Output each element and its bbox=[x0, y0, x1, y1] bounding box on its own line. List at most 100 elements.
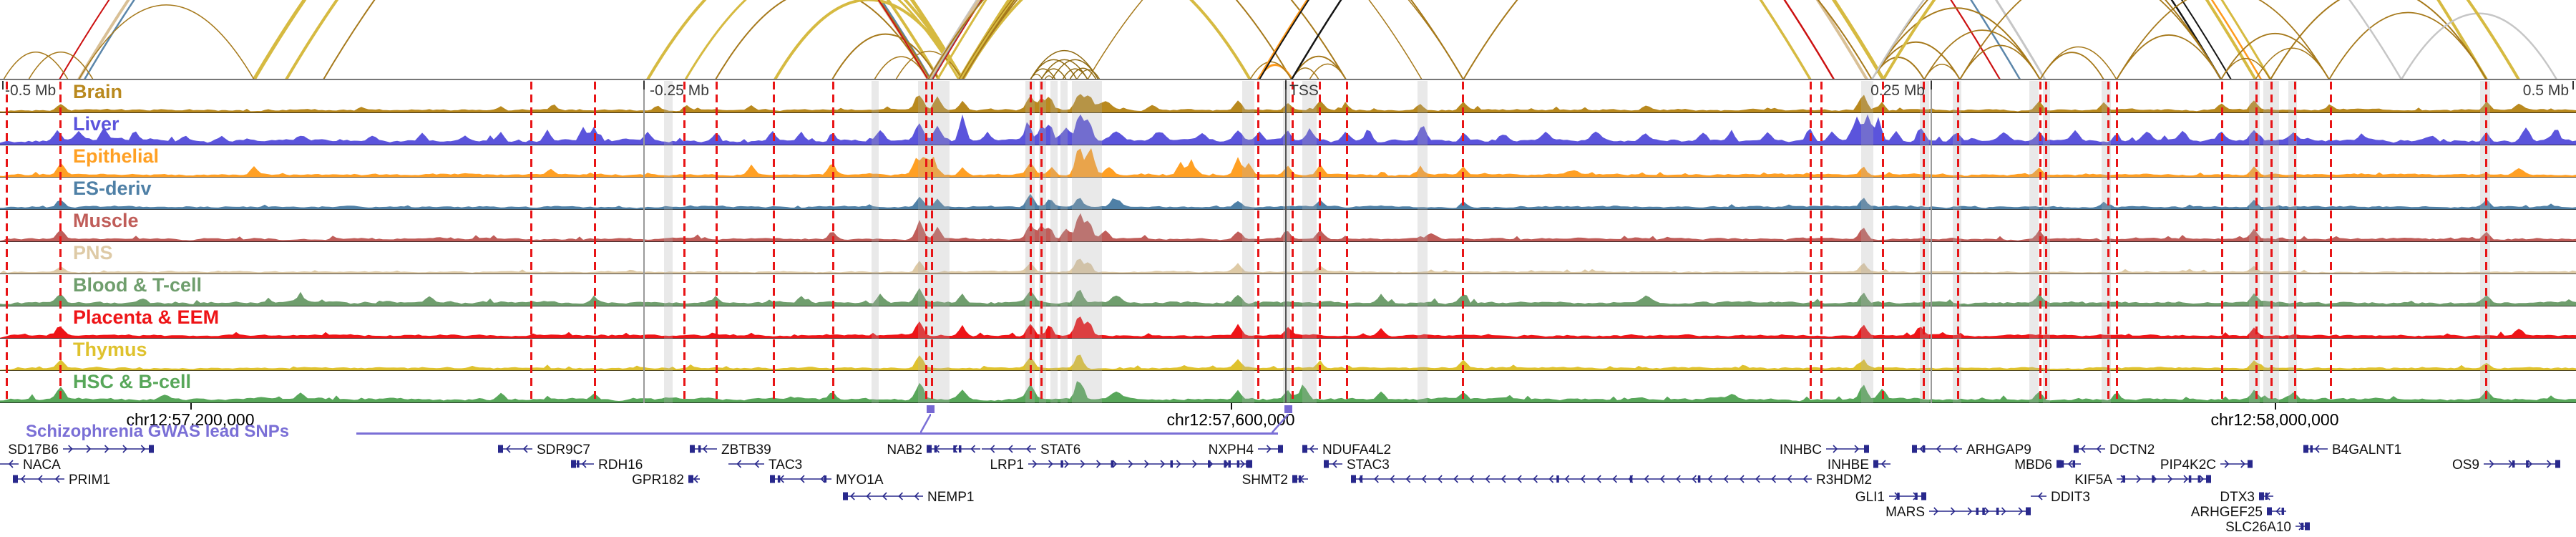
highlight-band bbox=[1242, 81, 1254, 403]
scale-label: -0.25 Mb bbox=[650, 82, 709, 99]
gene-ndufa4l2[interactable]: NDUFA4L2 bbox=[1302, 442, 1391, 458]
gene-inhbe[interactable]: INHBE bbox=[1828, 458, 1890, 473]
snp-dashed-line bbox=[925, 82, 927, 403]
gene-dctn2[interactable]: DCTN2 bbox=[2074, 442, 2155, 458]
interaction-arc bbox=[961, 0, 2488, 79]
interaction-arc bbox=[1923, 29, 2041, 79]
track-row-es-deriv[interactable]: ES-deriv bbox=[0, 178, 2576, 210]
gene-zbtb39[interactable]: ZBTB39 bbox=[690, 442, 771, 458]
gene-sd17b6[interactable]: SD17B6 bbox=[8, 442, 154, 458]
interaction-arc bbox=[774, 0, 964, 79]
scale-gridline bbox=[643, 79, 645, 403]
coordinate-label: chr12:58,000,000 bbox=[2210, 410, 2339, 429]
gene-tac3[interactable]: TAC3 bbox=[728, 458, 802, 473]
gene-prim1[interactable]: PRIM1 bbox=[13, 473, 110, 488]
gene-dtx3[interactable]: DTX3 bbox=[2220, 490, 2273, 505]
gene-mars[interactable]: MARS bbox=[1885, 505, 2031, 520]
gene-sdr9c7[interactable]: SDR9C7 bbox=[498, 442, 590, 458]
gene-label: NAB2 bbox=[887, 442, 922, 458]
interaction-arc bbox=[2116, 34, 2222, 79]
gene-pip4k2c[interactable]: PIP4K2C bbox=[2160, 458, 2253, 473]
interaction-arc bbox=[1257, 0, 2263, 79]
snp-dashed-line bbox=[2485, 82, 2487, 403]
coordinate-tick bbox=[190, 403, 192, 410]
gene-mbd6[interactable]: MBD6 bbox=[2014, 458, 2081, 473]
highlight-band bbox=[1283, 81, 1290, 403]
scale-gridline bbox=[1931, 79, 1932, 403]
interaction-arc bbox=[960, 0, 1885, 79]
interaction-arc bbox=[1069, 67, 1097, 79]
gene-gpr182[interactable]: GPR182 bbox=[632, 473, 700, 488]
gene-ddit3[interactable]: DDIT3 bbox=[2031, 490, 2090, 505]
gene-label: PIP4K2C bbox=[2160, 458, 2216, 473]
gene-naca[interactable]: NACA bbox=[0, 458, 61, 473]
interaction-arc bbox=[1959, 44, 2041, 79]
interaction-arc bbox=[2400, 12, 2558, 79]
gene-nab2[interactable]: NAB2 bbox=[887, 442, 980, 458]
highlight-band bbox=[1418, 81, 1428, 403]
track-row-blood-t-cell[interactable]: Blood & T-cell bbox=[0, 274, 2576, 306]
tss-gridline bbox=[1285, 79, 1287, 403]
interaction-arc bbox=[59, 0, 929, 79]
gene-stac3[interactable]: STAC3 bbox=[1324, 458, 1390, 473]
snp-dashed-line bbox=[683, 82, 686, 403]
interaction-arc bbox=[958, 0, 1423, 79]
interaction-arc bbox=[962, 0, 1464, 79]
gene-gli1[interactable]: GLI1 bbox=[1855, 490, 1926, 505]
gene-nxph4[interactable]: NXPH4 bbox=[1209, 442, 1283, 458]
gene-lrp1[interactable]: LRP1 bbox=[990, 458, 1252, 473]
highlight-band bbox=[1072, 81, 1102, 403]
snp-dashed-line bbox=[2116, 82, 2118, 403]
interaction-arc bbox=[936, 0, 2272, 79]
gene-rdh16[interactable]: RDH16 bbox=[571, 458, 643, 473]
track-row-hsc-b-cell[interactable]: HSC & B-cell bbox=[0, 371, 2576, 403]
gene-arhgef25[interactable]: ARHGEF25 bbox=[2191, 505, 2286, 520]
scale-label: 0.25 Mb bbox=[1870, 82, 1925, 99]
snp-dashed-line bbox=[931, 82, 933, 403]
gene-annotation-track: SD17B6 SDR9C7 ZBTB39 NAB2 STAT6 NXPH4 NDUFA4L2… bbox=[0, 442, 2560, 535]
gene-b4galnt1[interactable]: B4GALNT1 bbox=[2303, 442, 2401, 458]
gene-r3hdm2[interactable]: R3HDM2 bbox=[1351, 473, 1872, 488]
snp-dashed-line bbox=[1820, 82, 1823, 403]
interaction-arc bbox=[927, 0, 1292, 79]
gene-myo1a[interactable]: MYO1A bbox=[770, 473, 884, 488]
interaction-arc bbox=[1259, 0, 2232, 79]
scale-label: 0.5 Mb bbox=[2522, 82, 2569, 99]
gene-label: PRIM1 bbox=[69, 473, 110, 488]
highlight-band bbox=[1861, 81, 1873, 403]
interaction-arc bbox=[1087, 0, 1464, 79]
snp-dashed-line bbox=[1346, 82, 1348, 403]
gene-label: MARS bbox=[1885, 505, 1925, 520]
gene-label: STAC3 bbox=[1347, 458, 1390, 473]
track-row-placenta-eem[interactable]: Placenta & EEM bbox=[0, 306, 2576, 339]
gene-os9[interactable]: OS9 bbox=[2452, 458, 2560, 473]
track-label: Liver bbox=[73, 113, 119, 135]
gene-nemp1[interactable]: NEMP1 bbox=[843, 490, 974, 505]
coordinate-tick bbox=[1231, 403, 1232, 410]
gene-label: STAT6 bbox=[1040, 442, 1080, 458]
highlight-band bbox=[1302, 81, 1317, 403]
gwas-lead-snp-marker[interactable] bbox=[927, 405, 935, 413]
interaction-arc bbox=[1044, 75, 1054, 79]
track-row-thymus[interactable]: Thymus bbox=[0, 339, 2576, 371]
gene-stat6[interactable]: STAT6 bbox=[982, 442, 1080, 458]
coordinate-label: chr12:57,600,000 bbox=[1166, 410, 1295, 429]
gene-arhgap9[interactable]: ARHGAP9 bbox=[1912, 442, 2031, 458]
interaction-arc bbox=[959, 0, 2257, 79]
gene-kif5a[interactable]: KIF5A bbox=[2074, 473, 2211, 488]
track-row-epithelial[interactable]: Epithelial bbox=[0, 145, 2576, 178]
scale-tick bbox=[2, 81, 4, 90]
track-row-pns[interactable]: PNS bbox=[0, 242, 2576, 274]
interaction-arc bbox=[252, 0, 965, 79]
track-label: Blood & T-cell bbox=[73, 274, 203, 296]
scale-tick bbox=[643, 81, 645, 90]
gene-shmt2[interactable]: SHMT2 bbox=[1242, 473, 1308, 488]
interaction-arc bbox=[2270, 0, 2487, 79]
track-row-muscle[interactable]: Muscle bbox=[0, 210, 2576, 242]
interaction-arc bbox=[1290, 0, 2223, 79]
track-row-brain[interactable]: Brain bbox=[0, 81, 2576, 113]
gene-slc26a10[interactable]: SLC26A10 bbox=[2225, 520, 2310, 535]
snp-dashed-line bbox=[2294, 82, 2296, 403]
gwas-lead-snp-marker[interactable] bbox=[1284, 405, 1292, 413]
gene-inhbc[interactable]: INHBC bbox=[1780, 442, 1869, 458]
